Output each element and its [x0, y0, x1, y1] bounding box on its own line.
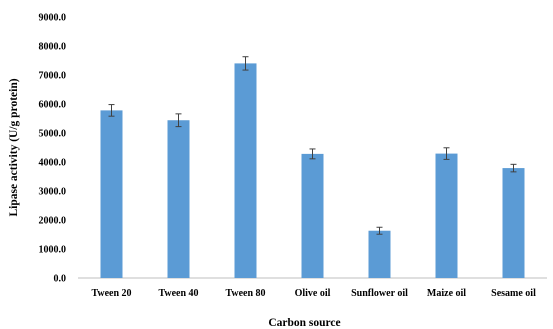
error-bars-group: [108, 56, 517, 235]
x-tick-label: Maize oil: [427, 288, 466, 299]
y-tick-label: 9000.0: [39, 13, 67, 24]
error-bar: [443, 147, 450, 160]
y-tick-label: 2000.0: [39, 216, 67, 227]
error-bar: [242, 56, 249, 71]
y-axis-title: Lipase activity (U/g protein): [8, 78, 20, 216]
bar: [301, 153, 324, 278]
x-axis-title: Carbon source: [268, 317, 340, 329]
y-tick-label: 0.0: [54, 274, 67, 285]
bar: [167, 120, 190, 279]
y-tick-label: 3000.0: [39, 187, 67, 198]
x-tick-label: Tween 80: [225, 288, 265, 299]
y-tick-label: 8000.0: [39, 42, 67, 53]
x-tick-label: Tween 20: [91, 288, 131, 299]
error-bar: [108, 104, 115, 117]
x-tick-label: Sunflower oil: [351, 288, 408, 299]
y-tick-label: 1000.0: [39, 245, 67, 256]
bar: [435, 153, 458, 278]
bar: [234, 63, 257, 279]
x-tick-label: Tween 40: [158, 288, 198, 299]
y-tick-label: 5000.0: [39, 129, 67, 140]
x-tick-label: Olive oil: [295, 288, 331, 299]
bar: [100, 110, 123, 278]
x-tick-label: Sesame oil: [491, 288, 536, 299]
error-bar: [309, 148, 316, 160]
y-tick-label: 4000.0: [39, 158, 67, 169]
bar: [368, 230, 391, 278]
y-tick-label: 6000.0: [39, 100, 67, 111]
bar: [502, 168, 525, 278]
x-axis-tick-labels: Tween 20 Tween 40 Tween 80 Olive oil Sunflow…: [91, 288, 536, 299]
y-axis-tick-labels: 0.0 1000.0 2000.0 3000.0 4000.0 5000.0 6000.0 7…: [39, 13, 67, 285]
y-tick-label: 7000.0: [39, 71, 67, 82]
error-bar: [175, 113, 182, 128]
error-bar: [510, 163, 517, 173]
bars-group: [100, 63, 525, 279]
error-bar: [376, 226, 383, 235]
